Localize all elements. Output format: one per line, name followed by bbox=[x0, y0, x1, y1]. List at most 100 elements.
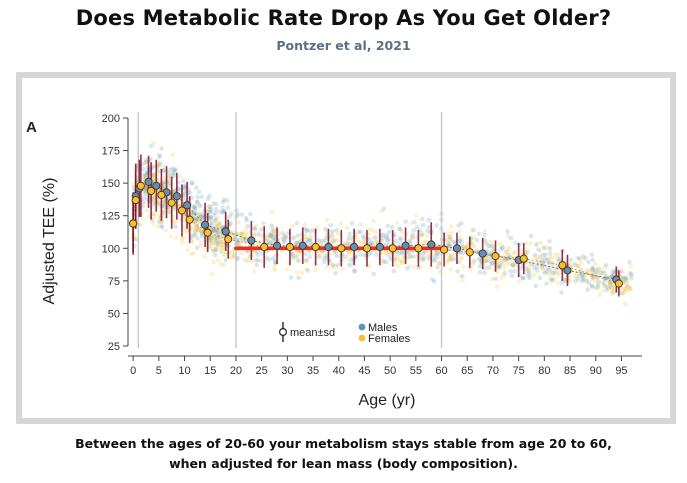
scatter-dot bbox=[239, 230, 244, 236]
scatter-dot bbox=[229, 254, 234, 259]
scatter-dot bbox=[246, 258, 251, 264]
scatter-dot bbox=[264, 235, 270, 241]
scatter-dot bbox=[220, 242, 226, 248]
scatter-dot bbox=[362, 239, 367, 245]
legend-females-label: Females bbox=[368, 333, 411, 345]
scatter-dot bbox=[208, 216, 213, 221]
scatter-dot bbox=[210, 240, 215, 246]
scatter-dot bbox=[321, 256, 327, 261]
scatter-dot bbox=[469, 241, 475, 246]
scatter-dot bbox=[244, 258, 250, 263]
scatter-dot bbox=[195, 227, 200, 233]
scatter-dot bbox=[197, 203, 202, 208]
x-tick-label: 95 bbox=[615, 365, 627, 377]
x-tick-label: 65 bbox=[461, 365, 473, 377]
scatter-dot bbox=[403, 219, 409, 224]
scatter-dot bbox=[198, 240, 204, 245]
scatter-dot bbox=[548, 278, 554, 284]
scatter-dot bbox=[622, 287, 628, 292]
scatter-dot bbox=[609, 282, 614, 288]
x-tick-label: 80 bbox=[538, 365, 550, 377]
scatter-dot bbox=[220, 244, 225, 250]
scatter-dot bbox=[526, 271, 532, 276]
scatter-dot bbox=[255, 258, 261, 263]
scatter-dot bbox=[533, 283, 539, 289]
scatter-dot bbox=[293, 241, 299, 246]
scatter-dot bbox=[333, 264, 338, 269]
scatter-dot bbox=[493, 276, 499, 281]
scatter-dot bbox=[346, 235, 352, 241]
scatter-dot bbox=[202, 246, 208, 251]
scatter-dot bbox=[171, 173, 176, 178]
scatter-dot bbox=[535, 257, 540, 263]
scatter-dot bbox=[170, 171, 176, 176]
scatter-dot bbox=[173, 219, 178, 224]
scatter-dot bbox=[474, 238, 480, 243]
scatter-dot bbox=[347, 249, 353, 254]
scatter-dot bbox=[335, 231, 341, 237]
scatter-dot bbox=[243, 237, 248, 242]
scatter-dot bbox=[198, 214, 203, 220]
scatter-dot bbox=[144, 208, 150, 213]
scatter-dot bbox=[195, 236, 200, 241]
scatter-dot bbox=[208, 240, 213, 246]
scatter-dot bbox=[344, 242, 349, 247]
scatter-dot bbox=[406, 250, 412, 255]
scatter-dot bbox=[193, 217, 198, 223]
scatter-dot bbox=[435, 250, 440, 256]
scatter-dot bbox=[410, 235, 415, 241]
x-tick-label: 50 bbox=[384, 365, 396, 377]
scatter-dot bbox=[371, 218, 376, 223]
scatter-dot bbox=[266, 239, 271, 244]
females-mean-point bbox=[491, 252, 500, 261]
scatter-dot bbox=[385, 237, 391, 242]
x-tick-label: 60 bbox=[435, 365, 447, 377]
scatter-dot bbox=[425, 228, 430, 234]
scatter-dot bbox=[506, 246, 512, 251]
scatter-dot bbox=[242, 238, 248, 244]
scatter-dot bbox=[213, 207, 219, 212]
scatter-dot bbox=[497, 263, 503, 269]
males-mean-point bbox=[427, 240, 436, 249]
scatter-dot bbox=[534, 264, 540, 270]
scatter-dot bbox=[537, 254, 543, 260]
scatter-dot bbox=[267, 231, 272, 237]
scatter-dot bbox=[540, 266, 545, 271]
scatter-dot bbox=[159, 225, 165, 230]
scatter-dot bbox=[383, 250, 389, 255]
scatter-dot bbox=[157, 168, 162, 174]
scatter-dot bbox=[235, 211, 241, 217]
scatter-dot bbox=[577, 274, 582, 279]
scatter-dot bbox=[446, 230, 451, 236]
scatter-dot bbox=[162, 199, 167, 204]
scatter-dot bbox=[512, 249, 518, 254]
scatter-dot bbox=[540, 257, 545, 262]
scatter-dot bbox=[545, 265, 550, 271]
scatter-dot bbox=[386, 229, 392, 235]
scatter-dot bbox=[542, 246, 548, 251]
scatter-dot bbox=[506, 246, 511, 252]
scatter-dot bbox=[572, 262, 577, 268]
scatter-dot bbox=[298, 249, 303, 254]
females-mean-point bbox=[465, 248, 474, 257]
scatter-dot bbox=[151, 213, 157, 219]
scatter-dot bbox=[477, 256, 482, 262]
scatter-dot bbox=[489, 243, 495, 249]
scatter-dot bbox=[420, 257, 426, 262]
scatter-dot bbox=[251, 225, 257, 231]
scatter-dot bbox=[591, 268, 597, 273]
scatter-dot bbox=[208, 238, 214, 243]
scatter-dot bbox=[261, 221, 266, 226]
scatter-dot bbox=[524, 266, 529, 272]
scatter-dot bbox=[628, 287, 633, 292]
scatter-dot bbox=[214, 222, 219, 227]
scatter-dot bbox=[216, 230, 221, 236]
scatter-dot bbox=[257, 240, 262, 246]
scatter-dot bbox=[211, 201, 216, 206]
tick-marks: 25 50 75 100 125 150 175 200 0 5 10 15 20 25 30 35 40 45 5… bbox=[102, 113, 628, 377]
scatter-dot bbox=[452, 256, 457, 262]
x-axis-label: Age (yr) bbox=[359, 392, 416, 409]
x-tick-label: 0 bbox=[130, 365, 136, 377]
males-mean-point bbox=[172, 192, 181, 201]
scatter-dot bbox=[194, 218, 200, 224]
